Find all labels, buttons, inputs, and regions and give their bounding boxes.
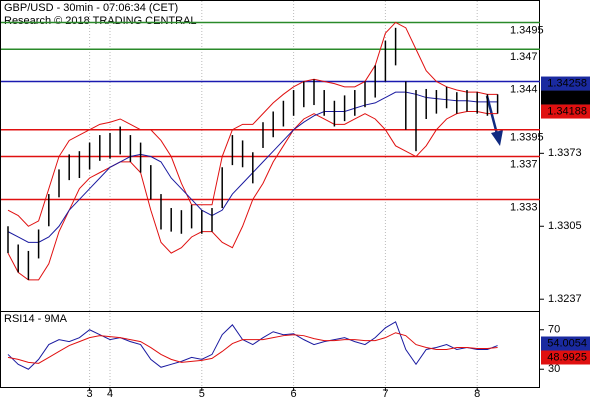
x-tick-label: 5 [199,388,205,400]
level-label: 1.333 [510,201,538,213]
x-tick-label: 7 [382,388,388,400]
y-tick-label: 1.3373 [548,147,582,159]
y-tick-label: 1.3237 [548,293,582,305]
value-box [541,104,590,119]
forecast-arrow-head [491,130,503,146]
level-label: 1.337 [510,158,538,170]
value-box-label: 1.34258 [547,77,587,89]
rsi-frame [0,311,540,388]
rsi-line [7,321,498,370]
y-tick-label: 1.3305 [548,220,582,232]
value-box [541,350,590,365]
chart-title: GBP/USD - 30min - 07:06:34 (CET) [4,2,178,14]
chart-subtitle: Research © 2018 TRADING CENTRAL [4,15,197,27]
value-box [541,336,590,351]
y-tick-label: 70 [548,324,560,336]
level-label: 1.3395 [510,132,544,144]
value-box-label: 48.9925 [547,351,587,363]
x-tick-label: 3 [87,388,93,400]
x-tick-label: 8 [474,388,480,400]
y-tick-label: 30 [548,363,560,375]
forecast-arrow [485,95,499,135]
level-label: 1.3495 [510,24,544,36]
indicator-line [7,21,498,227]
level-label: 1.344 [510,83,538,95]
value-box-label: 1.3425 [553,91,587,103]
value-box [541,90,590,105]
value-box [541,76,590,91]
rsi-line [7,332,498,364]
indicator-line [7,110,498,281]
level-label: 1.347 [510,51,538,63]
value-box-label: 1.34188 [547,105,587,117]
value-box-label: 54.0054 [547,337,587,349]
x-tick-label: 6 [291,388,297,400]
x-tick-label: 4 [107,388,113,400]
rsi-title: RSI14 - 9MA [4,313,68,325]
